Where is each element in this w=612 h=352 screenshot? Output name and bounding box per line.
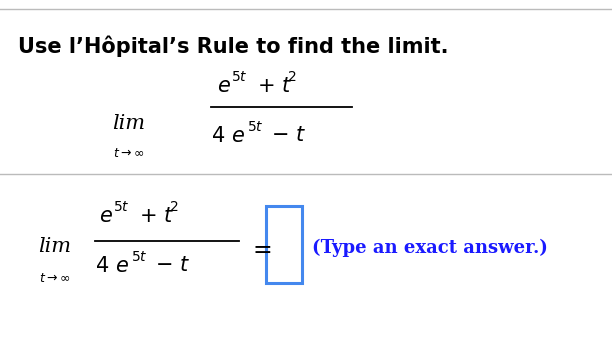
Text: $5t$: $5t$: [131, 250, 147, 264]
Text: $t\rightarrow\infty$: $t\rightarrow\infty$: [113, 147, 144, 159]
Text: (Type an exact answer.): (Type an exact answer.): [312, 239, 548, 257]
Text: Use l’Hôpital’s Rule to find the limit.: Use l’Hôpital’s Rule to find the limit.: [18, 35, 449, 57]
Text: $t\rightarrow\infty$: $t\rightarrow\infty$: [39, 272, 71, 284]
Text: lim: lim: [112, 114, 145, 133]
Text: lim: lim: [39, 237, 72, 256]
Text: $+\ t$: $+\ t$: [139, 207, 174, 226]
Text: $2$: $2$: [169, 201, 179, 214]
Text: $5t$: $5t$: [231, 70, 248, 84]
Text: $e$: $e$: [99, 207, 113, 226]
Text: $4\ e$: $4\ e$: [211, 126, 245, 145]
Text: $-\ t$: $-\ t$: [271, 126, 306, 145]
Text: $5t$: $5t$: [113, 201, 130, 214]
Text: $e$: $e$: [217, 77, 231, 96]
Text: $=$: $=$: [248, 237, 272, 260]
Text: $2$: $2$: [287, 70, 297, 84]
Text: $-\ t$: $-\ t$: [155, 256, 190, 275]
Text: $5t$: $5t$: [247, 120, 264, 133]
Text: $+\ t$: $+\ t$: [257, 77, 293, 96]
FancyBboxPatch shape: [266, 206, 302, 283]
Text: $4\ e$: $4\ e$: [95, 256, 129, 276]
